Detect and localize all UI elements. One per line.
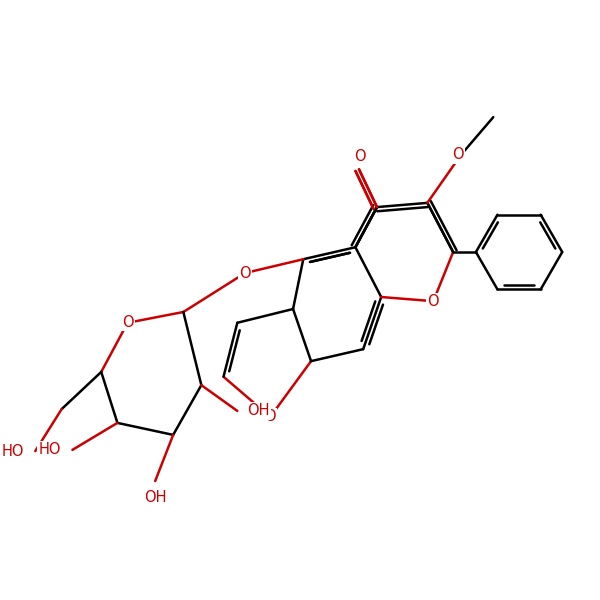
Text: O: O bbox=[239, 266, 251, 281]
Text: HO: HO bbox=[38, 442, 61, 457]
Text: O: O bbox=[428, 293, 439, 308]
Text: OH: OH bbox=[247, 403, 269, 418]
Text: HO: HO bbox=[1, 443, 24, 458]
Text: O: O bbox=[355, 149, 366, 164]
Text: O: O bbox=[452, 148, 464, 163]
Text: OH: OH bbox=[144, 490, 166, 505]
Text: O: O bbox=[122, 315, 133, 330]
Text: O: O bbox=[265, 409, 276, 424]
